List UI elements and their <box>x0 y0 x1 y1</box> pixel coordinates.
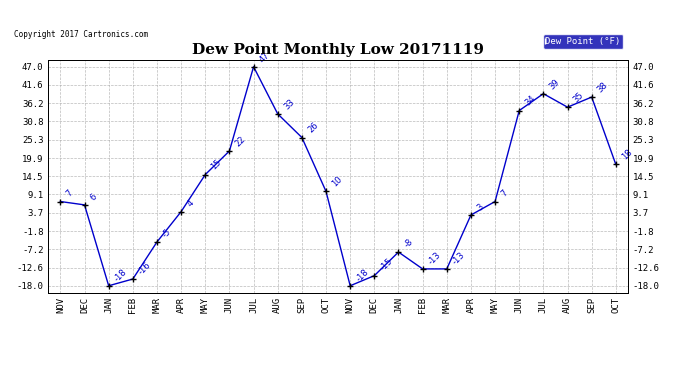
Text: 33: 33 <box>282 97 296 111</box>
Text: -5: -5 <box>161 227 173 239</box>
Text: 38: 38 <box>596 80 610 94</box>
Text: 4: 4 <box>186 199 195 209</box>
Text: Copyright 2017 Cartronics.com: Copyright 2017 Cartronics.com <box>14 30 148 39</box>
Text: 26: 26 <box>306 121 320 135</box>
Text: 34: 34 <box>524 94 538 108</box>
Text: -13: -13 <box>451 250 467 266</box>
Legend: Dew Point (°F): Dew Point (°F) <box>543 34 623 49</box>
Text: -15: -15 <box>379 257 395 273</box>
Text: 6: 6 <box>89 192 99 202</box>
Text: 10: 10 <box>331 175 344 189</box>
Text: -16: -16 <box>137 260 153 276</box>
Title: Dew Point Monthly Low 20171119: Dew Point Monthly Low 20171119 <box>192 44 484 57</box>
Text: -8: -8 <box>403 237 415 249</box>
Text: 7: 7 <box>500 189 509 199</box>
Text: 3: 3 <box>475 202 485 212</box>
Text: 47: 47 <box>258 50 272 64</box>
Text: 39: 39 <box>548 77 562 91</box>
Text: 35: 35 <box>572 90 586 104</box>
Text: -18: -18 <box>113 267 129 283</box>
Text: -18: -18 <box>355 267 371 283</box>
Text: 22: 22 <box>234 134 248 148</box>
Text: -13: -13 <box>427 250 443 266</box>
Text: 7: 7 <box>65 189 75 199</box>
Text: 18: 18 <box>620 148 634 162</box>
Text: 15: 15 <box>210 158 224 172</box>
